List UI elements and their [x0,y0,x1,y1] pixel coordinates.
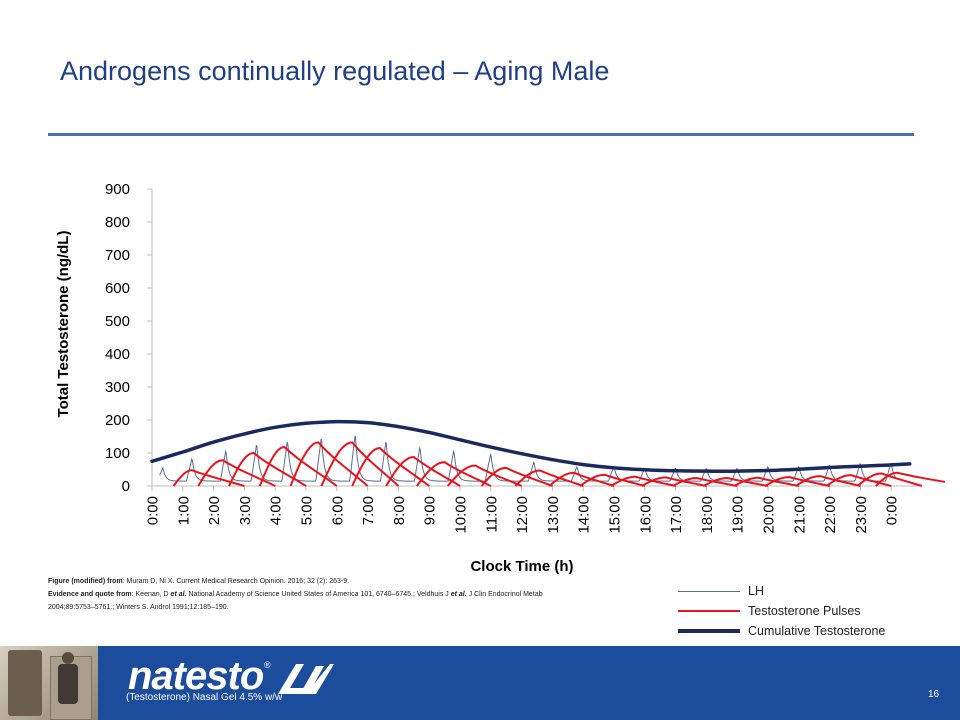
x-tick-label: 2:00 [206,496,223,525]
page-number: 16 [928,689,940,700]
testosterone-pulse [548,471,615,487]
legend-label-lh: LH [748,584,764,598]
slide-title: Androgens continually regulated – Aging … [60,56,610,86]
x-tick-label: 23:00 [853,496,870,534]
citation-figure-source: : Muram D, Ni X. Current Medical Researc… [122,578,350,585]
citation-line-1: Figure (modified) from: Muram D, Ni X. C… [48,575,648,588]
x-tick-label: 11:00 [483,496,500,532]
testosterone-pulse [228,451,307,487]
footer-bar [0,646,960,720]
x-tick-label: 5:00 [299,496,316,525]
citation-line-3: 2004;89:5753–5761.; Winters S. Androl 19… [48,604,229,611]
testosterone-pulse [258,446,338,487]
title-divider [48,133,914,136]
lh-line [159,435,898,482]
testosterone-pulse [672,477,738,487]
x-tick-label: 3:00 [237,496,254,525]
x-tick-label: 20:00 [761,496,778,534]
citation-evidence-c: J Clin Endocrinol Metab [466,591,543,598]
testosterone-pulse [579,473,646,487]
y-tick-label: 0 [122,478,130,495]
x-tick-label: 19:00 [730,496,747,534]
citation-etal-2: et al. [450,591,467,598]
y-tick-label: 400 [105,346,130,363]
citation-label-evidence: Evidence and quote from [48,591,132,598]
testosterone-pulse [795,475,861,487]
y-tick-label: 300 [105,379,130,396]
testosterone-pulse [289,441,369,487]
citation-evidence-a: : Keenan, D [131,591,171,598]
x-axis-ticks: 0:00 1:00 2:00 3:00 4:00 5:00 6:00 7:00 8:00 9:00… [145,486,901,534]
testosterone-pulse [825,474,892,487]
y-tick-label: 800 [105,214,130,231]
testosterone-pulse [610,475,676,487]
x-tick-label: 15:00 [607,496,624,534]
legend-swatch-cumulative [678,629,740,633]
testosterone-pulse [446,464,523,487]
y-axis-label: Total Testosterone (ng/dL) [55,231,72,418]
citation-evidence-b: National Academy of Science United State… [186,591,451,598]
citation-label-figure: Figure (modified) from [48,578,123,585]
x-tick-label: 10:00 [453,496,470,534]
testosterone-pulse [856,472,923,487]
y-tick-label: 200 [105,412,130,429]
y-tick-label: 700 [105,247,130,264]
x-tick-label: 21:00 [791,496,808,534]
citation-etal: et al. [170,591,187,598]
brand-subtitle: (Testosterone) Nasal Gel 4.5% w/w [126,692,283,703]
testosterone-pulse [764,476,830,487]
testosterone-pulses-series [172,441,945,487]
testosterone-pulse [702,477,769,487]
x-tick-label: 8:00 [391,496,408,525]
x-tick-label: 1:00 [175,496,192,525]
y-axis-ticks: 0 100 200 300 400 500 600 700 800 900 [105,181,152,495]
testosterone-pulse [385,455,461,487]
x-tick-label: 0:00 [884,496,901,525]
x-tick-label: 4:00 [268,496,285,525]
y-tick-label: 500 [105,313,130,330]
x-tick-label: 12:00 [514,496,531,534]
lh-series [159,435,898,482]
cumulative-testosterone-series [150,419,912,473]
legend-item-cumulative: Cumulative Testosterone [678,622,918,642]
y-tick-label: 100 [105,445,130,462]
testosterone-pulse [641,476,707,487]
testosterone-pulse [514,469,584,487]
brand-registered-mark: ® [264,660,271,670]
cumulative-testosterone-line [150,419,912,473]
legend-label-cumulative: Cumulative Testosterone [748,624,886,638]
legend-item-lh: LH [678,582,918,602]
x-tick-label: 22:00 [822,496,839,534]
x-tick-label: 16:00 [637,496,654,534]
x-tick-label: 17:00 [668,496,685,534]
testosterone-pulse [172,469,245,487]
testosterone-pulse [197,459,276,487]
footer-photo [0,646,98,720]
brand-mark-icon [278,664,334,694]
x-tick-label: 13:00 [545,496,562,534]
testosterone-pulse [320,441,400,487]
testosterone-pulse [351,447,430,487]
legend-swatch-lh [678,591,740,592]
testosterone-chart: 0 100 200 300 400 500 600 700 800 900 0:00 1:00 2:0… [55,181,945,575]
legend-swatch-pulses [678,610,740,612]
legend-item-pulses: Testosterone Pulses [678,602,918,622]
citation-line-2: Evidence and quote from: Keenan, D et al… [48,588,648,601]
brand-logo: natesto [128,654,264,698]
x-tick-label: 14:00 [576,496,593,534]
citation-block: Figure (modified) from: Muram D, Ni X. C… [48,575,648,614]
x-axis-label: Clock Time (h) [470,558,573,575]
x-tick-label: 9:00 [422,496,439,525]
legend-label-pulses: Testosterone Pulses [748,604,861,618]
testosterone-pulse [875,471,945,487]
y-tick-label: 600 [105,280,130,297]
x-tick-label: 0:00 [145,496,162,525]
y-tick-label: 900 [105,181,130,198]
x-tick-label: 6:00 [329,496,346,525]
x-tick-label: 18:00 [699,496,716,534]
testosterone-pulse [480,466,553,487]
testosterone-pulse [733,476,800,487]
x-tick-label: 7:00 [360,496,377,525]
testosterone-pulse [416,461,492,487]
